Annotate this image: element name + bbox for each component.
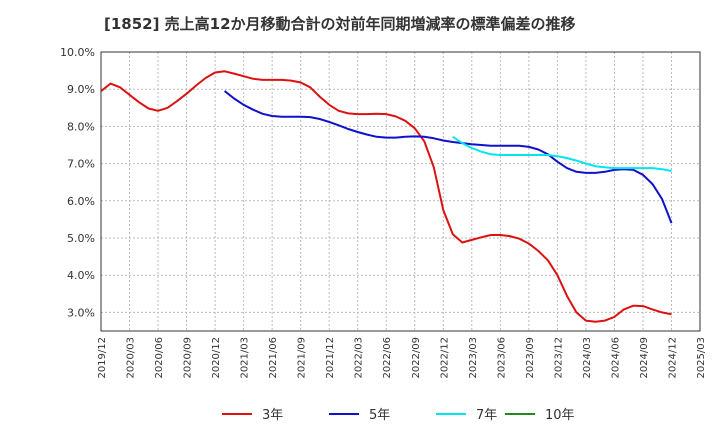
x-tick-label: 2024/06	[610, 337, 621, 379]
y-axis-ticks: 3.0% 4.0% 5.0% 6.0% 7.0% 8.0% 9.0% 10.0%	[60, 46, 95, 319]
y-tick-label: 5.0%	[67, 232, 95, 245]
series-line-7年	[452, 135, 672, 172]
legend-label-10年: 10年	[545, 408, 575, 423]
chart-title: [1852] 売上高12か月移動合計の対前年同期増減率の標準偏差の推移	[104, 15, 576, 33]
x-tick-label: 2021/12	[325, 337, 336, 379]
legend: 3年 5年 7年 10年	[222, 408, 575, 423]
series-line-5年	[223, 90, 673, 224]
x-tick-label: 2019/12	[97, 337, 108, 379]
legend-label-3年: 3年	[262, 408, 283, 423]
y-tick-label: 4.0%	[67, 269, 95, 282]
x-tick-label: 2024/03	[582, 337, 593, 379]
x-tick-label: 2022/03	[354, 337, 365, 379]
y-tick-label: 8.0%	[67, 120, 95, 133]
x-tick-label: 2023/06	[496, 337, 507, 379]
x-tick-label: 2023/12	[553, 337, 564, 379]
x-axis-ticks: 2019/12 2020/03 2020/06 2020/09 2020/12 2021/…	[97, 337, 707, 379]
x-tick-label: 2022/06	[382, 337, 393, 379]
x-tick-label: 2021/09	[297, 337, 308, 379]
grid	[100, 51, 701, 331]
x-tick-label: 2025/03	[696, 337, 707, 379]
x-tick-label: 2023/09	[525, 337, 536, 379]
x-tick-label: 2021/06	[268, 337, 279, 379]
x-tick-label: 2020/06	[154, 337, 165, 379]
y-tick-label: 3.0%	[67, 306, 95, 319]
series-lines	[100, 70, 673, 323]
x-tick-label: 2020/12	[211, 337, 222, 379]
y-tick-label: 6.0%	[67, 195, 95, 208]
legend-label-5年: 5年	[369, 408, 390, 423]
legend-label-7年: 7年	[476, 408, 497, 423]
y-tick-label: 9.0%	[67, 83, 95, 96]
x-tick-label: 2022/09	[411, 337, 422, 379]
y-tick-label: 7.0%	[67, 158, 95, 171]
x-tick-label: 2020/03	[126, 337, 137, 379]
x-tick-label: 2024/12	[667, 337, 678, 379]
y-tick-label: 10.0%	[60, 46, 95, 59]
plot-frame	[100, 51, 701, 332]
x-tick-label: 2020/09	[183, 337, 194, 379]
x-tick-label: 2023/03	[468, 337, 479, 379]
series-line-3年	[100, 70, 672, 323]
x-tick-label: 2021/03	[240, 337, 251, 379]
x-tick-label: 2022/12	[439, 337, 450, 379]
x-tick-label: 2024/09	[639, 337, 650, 379]
